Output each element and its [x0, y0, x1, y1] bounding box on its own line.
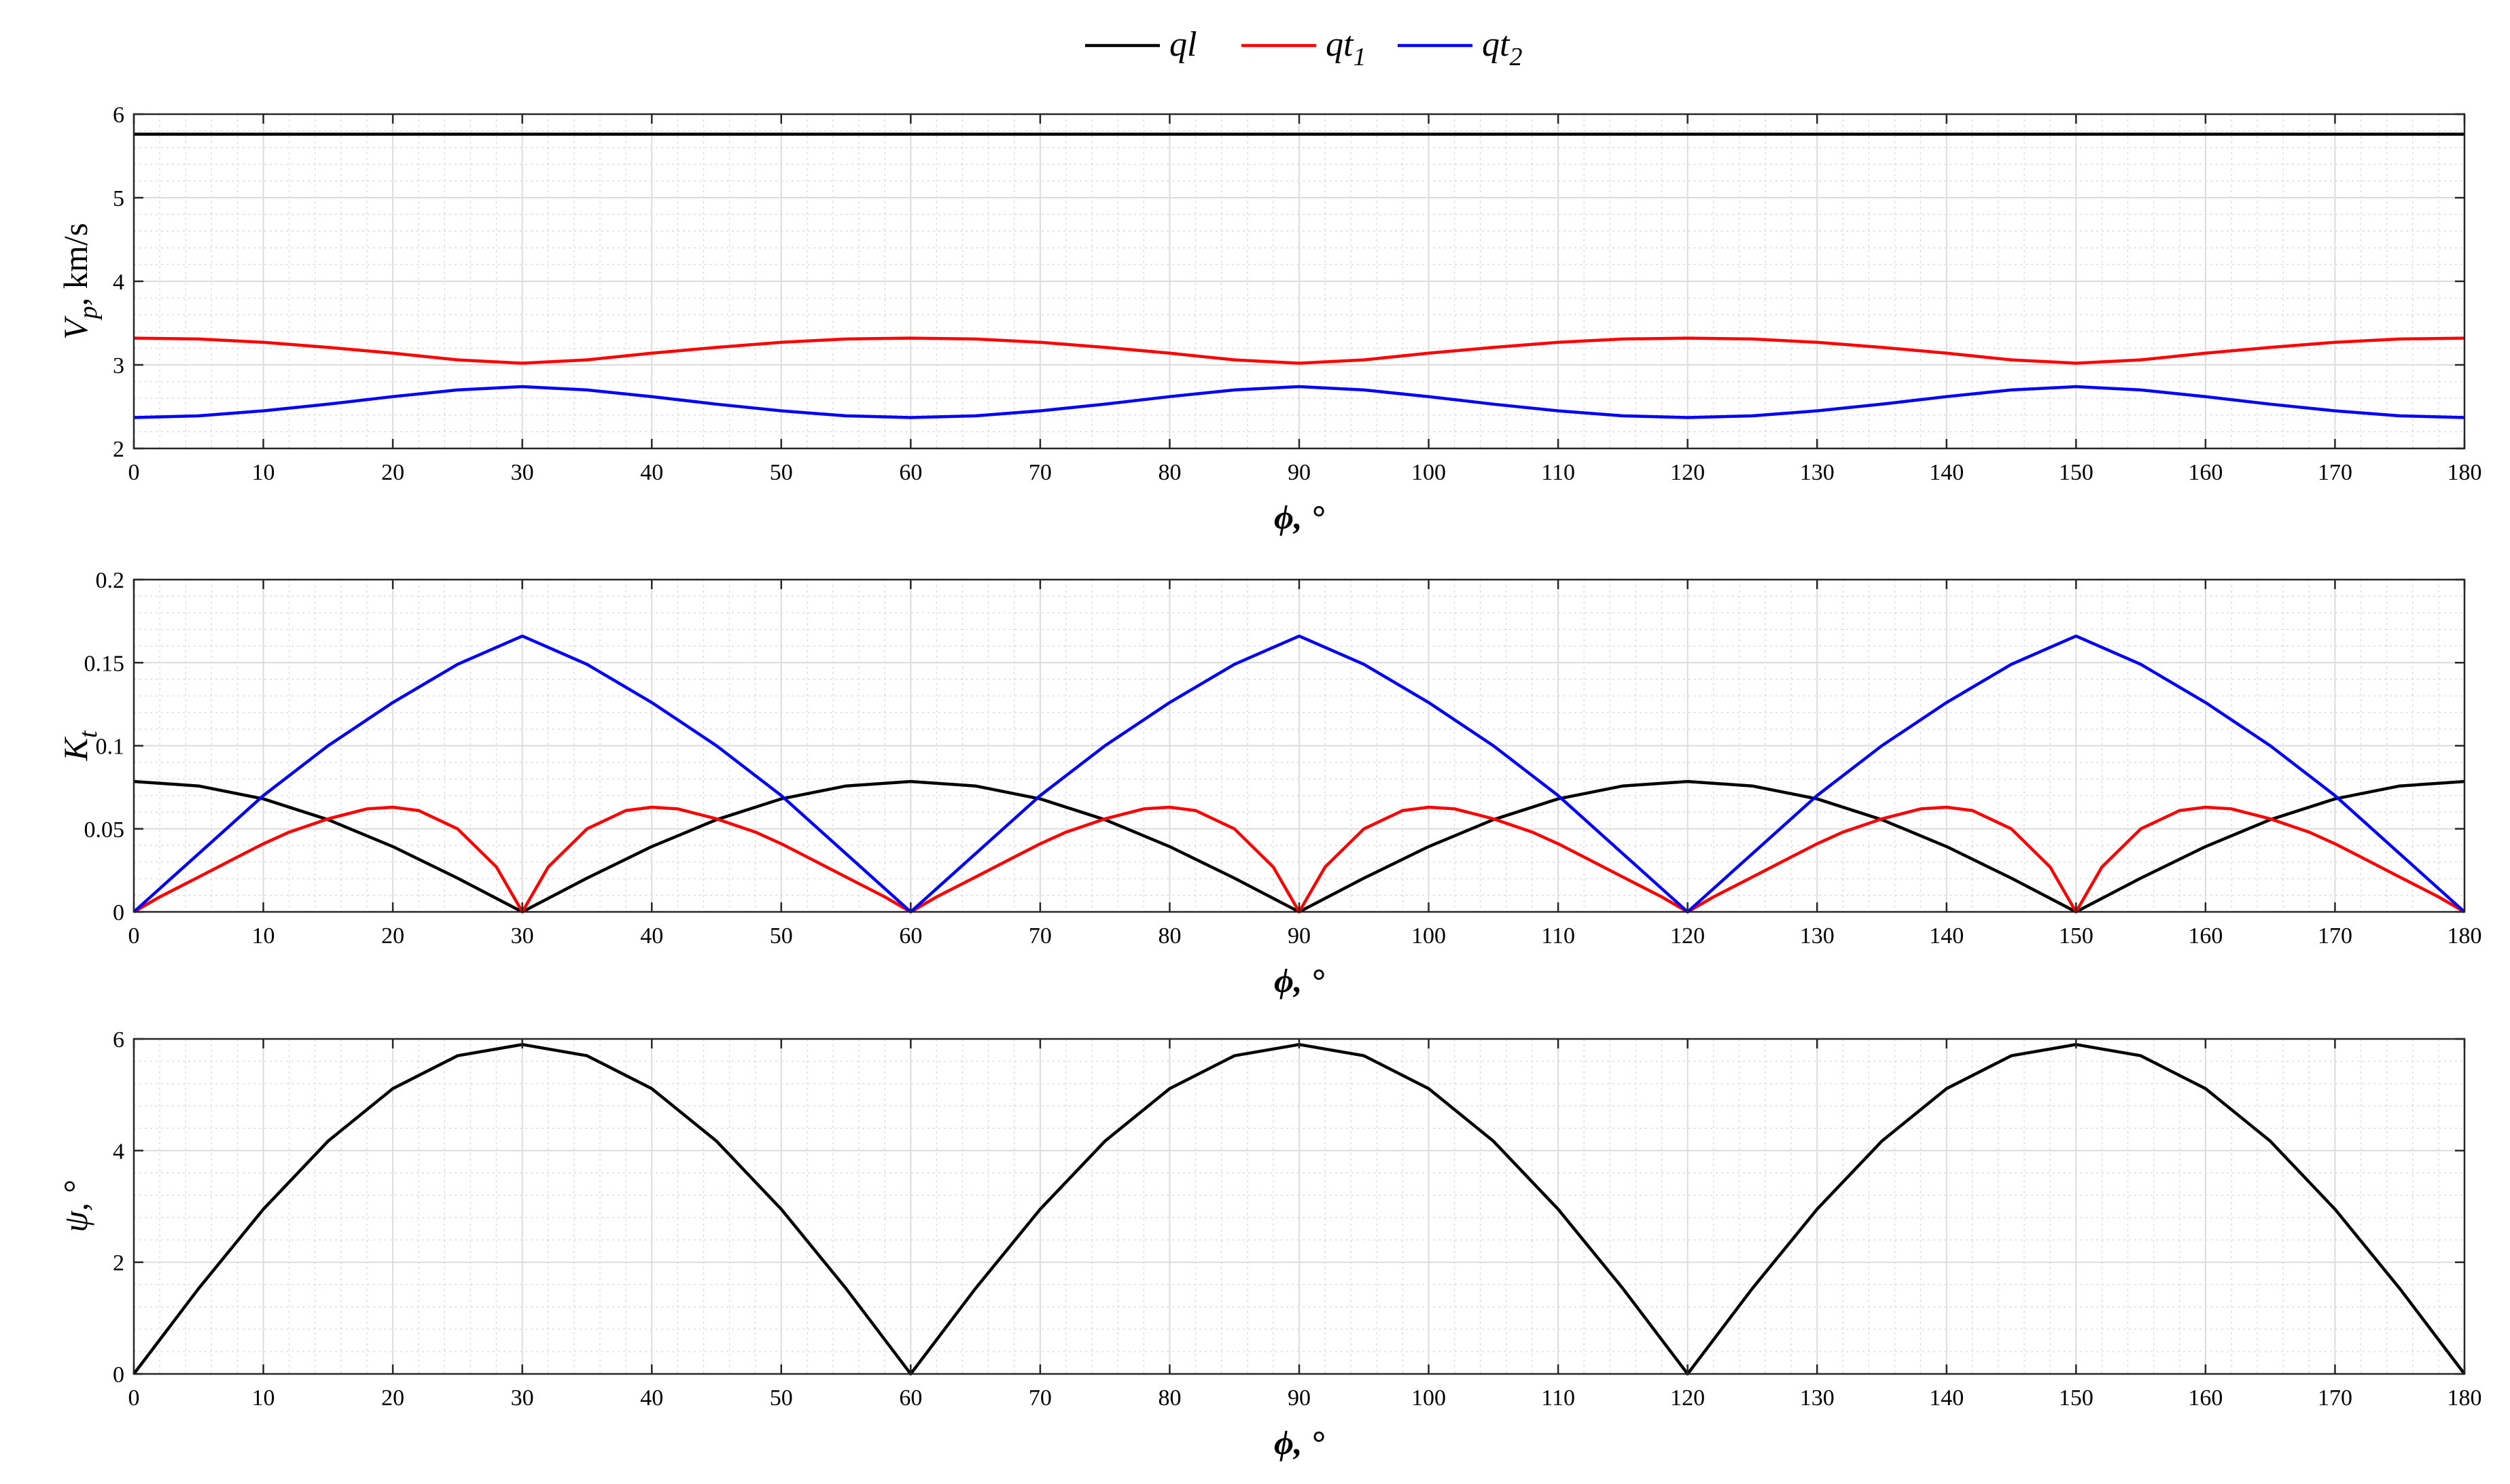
x-tick-label: 110 [1541, 923, 1575, 949]
x-tick-label: 60 [899, 1385, 922, 1411]
y-tick-label: 0.05 [84, 817, 125, 843]
x-tick-label: 130 [1800, 923, 1835, 949]
x-tick-label: 160 [2188, 923, 2223, 949]
x-tick-label: 140 [1929, 1385, 1964, 1411]
y-tick-label: 4 [113, 270, 124, 295]
y-tick-label: 2 [113, 1251, 124, 1276]
x-tick-label: 40 [640, 1385, 663, 1411]
series-line-qt1 [133, 336, 2465, 365]
series-line-qt2 [132, 634, 2466, 914]
x-tick-label: 80 [1158, 460, 1181, 485]
x-tick-label: 10 [252, 1385, 275, 1411]
x-tick-label: 100 [1411, 1385, 1446, 1411]
x-tick-label: 60 [899, 923, 922, 949]
y-tick-label: 0 [113, 900, 124, 925]
x-tick-label: 30 [511, 460, 534, 485]
legend-label: qt1 [1326, 25, 1366, 71]
x-tick-label: 180 [2447, 923, 2482, 949]
x-tick-label: 160 [2188, 460, 2223, 485]
x-tick-label: 170 [2318, 923, 2352, 949]
y-tick-label: 0 [113, 1362, 124, 1388]
panel-kt: 0 10 20 30 40 50 60 70 80 90 100 110 120 130 140 150 160… [56, 568, 2482, 1000]
x-tick-label: 0 [128, 923, 140, 949]
x-axis-label: ϕ, ° [1274, 1424, 1324, 1462]
x-tick-label: 110 [1541, 1385, 1575, 1411]
x-tick-label: 0 [128, 460, 140, 485]
x-tick-label: 110 [1541, 460, 1575, 485]
x-tick-label: 20 [381, 1385, 404, 1411]
x-tick-label: 130 [1800, 1385, 1835, 1411]
x-tick-label: 30 [511, 1385, 534, 1411]
x-tick-label: 170 [2318, 460, 2352, 485]
y-tick-label: 0.15 [84, 651, 125, 676]
y-tick-label: 2 [113, 437, 124, 462]
x-tick-label: 80 [1158, 923, 1181, 949]
panel-psi: 0 10 20 30 40 50 60 70 80 90 100 110 120 130 140 150 160… [56, 1027, 2482, 1462]
x-axis-label: ϕ, ° [1274, 498, 1324, 536]
x-axis-label: ϕ, ° [1274, 961, 1324, 1000]
x-tick-label: 120 [1670, 460, 1705, 485]
y-axis-label: Kt [56, 730, 103, 761]
x-tick-label: 20 [381, 460, 404, 485]
y-tick-label: 6 [113, 103, 124, 128]
y-axis-label: Vp, km/s [56, 223, 103, 340]
x-tick-label: 150 [2059, 1385, 2093, 1411]
panel-velocity: 0 10 20 30 40 50 60 70 80 90 100 110 120 130 140 150 160… [56, 103, 2482, 536]
x-tick-label: 50 [770, 1385, 793, 1411]
x-tick-label: 30 [511, 923, 534, 949]
x-tick-label: 140 [1929, 460, 1964, 485]
y-axis-label: ψ, ° [56, 1180, 94, 1232]
x-tick-label: 170 [2318, 1385, 2352, 1411]
y-tick-label: 0.1 [96, 735, 125, 760]
x-tick-label: 90 [1288, 923, 1311, 949]
y-tick-label: 6 [113, 1027, 124, 1053]
x-tick-label: 10 [252, 460, 275, 485]
x-tick-label: 120 [1670, 1385, 1705, 1411]
x-tick-label: 150 [2059, 923, 2093, 949]
x-tick-label: 130 [1800, 460, 1835, 485]
x-tick-label: 140 [1929, 923, 1964, 949]
legend-label: qt2 [1482, 25, 1522, 71]
x-tick-label: 10 [252, 923, 275, 949]
x-tick-label: 90 [1288, 460, 1311, 485]
x-tick-label: 90 [1288, 1385, 1311, 1411]
x-tick-label: 20 [381, 923, 404, 949]
x-tick-label: 160 [2188, 1385, 2223, 1411]
x-tick-label: 100 [1411, 460, 1446, 485]
y-tick-label: 4 [113, 1139, 124, 1164]
series-line-qt2 [133, 385, 2465, 419]
x-tick-label: 100 [1411, 923, 1446, 949]
legend: ql qt1 qt2 [1085, 25, 1522, 71]
x-tick-label: 180 [2447, 1385, 2482, 1411]
x-tick-label: 50 [770, 923, 793, 949]
y-tick-label: 5 [113, 186, 124, 211]
x-tick-label: 80 [1158, 1385, 1181, 1411]
y-tick-label: 3 [113, 353, 124, 378]
x-tick-label: 120 [1670, 923, 1705, 949]
x-tick-label: 50 [770, 460, 793, 485]
x-tick-label: 0 [128, 1385, 140, 1411]
x-tick-label: 70 [1029, 460, 1052, 485]
x-tick-label: 70 [1029, 1385, 1052, 1411]
y-tick-label: 0.2 [96, 568, 125, 593]
x-tick-label: 70 [1029, 923, 1052, 949]
x-tick-label: 150 [2059, 460, 2093, 485]
legend-label: ql [1169, 25, 1197, 64]
x-tick-label: 40 [640, 460, 663, 485]
x-tick-label: 180 [2447, 460, 2482, 485]
x-tick-label: 40 [640, 923, 663, 949]
x-tick-label: 60 [899, 460, 922, 485]
